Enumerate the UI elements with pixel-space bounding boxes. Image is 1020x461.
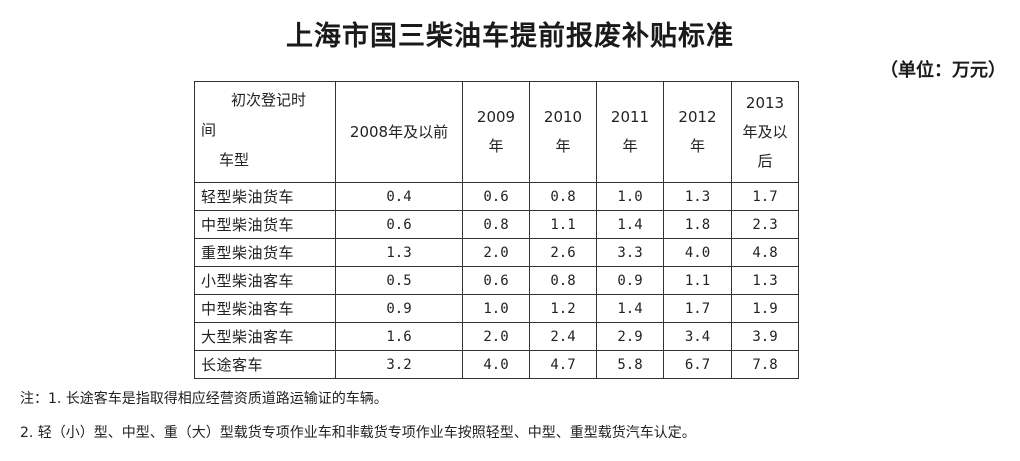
- table-row: 中型柴油货车 0.6 0.8 1.1 1.4 1.8 2.3: [194, 210, 799, 239]
- table-cell: 1.7: [731, 182, 799, 211]
- row-label: 中型柴油货车: [194, 210, 336, 239]
- table-cell: 2.3: [731, 210, 799, 239]
- table-cell: 3.4: [663, 322, 732, 351]
- table-cell: 1.9: [731, 294, 799, 323]
- table-cell: 1.3: [731, 266, 799, 295]
- table-cell: 0.6: [335, 210, 463, 239]
- row-label: 小型柴油客车: [194, 266, 336, 295]
- table-cell: 0.9: [596, 266, 664, 295]
- table-cell: 0.8: [529, 266, 597, 295]
- table-cell: 1.3: [335, 238, 463, 267]
- table-cell: 1.1: [529, 210, 597, 239]
- table-cell: 1.0: [596, 182, 664, 211]
- table-cell: 1.6: [335, 322, 463, 351]
- table-row: 重型柴油货车 1.3 2.0 2.6 3.3 4.0 4.8: [194, 238, 799, 267]
- table-cell: 0.6: [462, 266, 530, 295]
- table-header-row: 初次登记时 间 车型 2008年及以前 2009年 2010年 2011年 20…: [194, 81, 799, 183]
- table-row: 中型柴油客车 0.9 1.0 1.2 1.4 1.7 1.9: [194, 294, 799, 323]
- table-row: 轻型柴油货车 0.4 0.6 0.8 1.0 1.3 1.7: [194, 182, 799, 211]
- table-cell: 2.9: [596, 322, 664, 351]
- table-cell: 1.3: [663, 182, 732, 211]
- corner-line-1: 初次登记时: [231, 91, 307, 109]
- row-label: 大型柴油客车: [194, 322, 336, 351]
- table-cell: 3.3: [596, 238, 664, 267]
- row-label: 中型柴油客车: [194, 294, 336, 323]
- table-cell: 0.8: [529, 182, 597, 211]
- table-cell: 2.4: [529, 322, 597, 351]
- table-cell: 2.0: [462, 238, 530, 267]
- table-cell: 1.4: [596, 294, 664, 323]
- table-row: 长途客车 3.2 4.0 4.7 5.8 6.7 7.8: [194, 350, 799, 379]
- column-header-2013: 2013年及以后: [731, 81, 799, 183]
- table-cell: 1.1: [663, 266, 732, 295]
- table-cell: 0.9: [335, 294, 463, 323]
- row-label: 长途客车: [194, 350, 336, 379]
- unit-label: （单位：万元）: [880, 60, 1006, 81]
- page-title: 上海市国三柴油车提前报废补贴标准: [286, 21, 734, 52]
- column-header-2010: 2010年: [529, 81, 597, 183]
- corner-header-cell: 初次登记时 间 车型: [194, 81, 336, 183]
- table-cell: 2.0: [462, 322, 530, 351]
- notes: 注：1. 长途客车是指取得相应经营资质道路运输证的车辆。 2. 轻（小）型、中型…: [20, 388, 696, 456]
- table-cell: 1.0: [462, 294, 530, 323]
- table-cell: 6.7: [663, 350, 732, 379]
- column-header-2009: 2009年: [462, 81, 530, 183]
- table-cell: 4.0: [663, 238, 732, 267]
- table-cell: 1.8: [663, 210, 732, 239]
- corner-line-2: 间: [201, 121, 217, 139]
- note-2: 2. 轻（小）型、中型、重（大）型载货专项作业车和非载货专项作业车按照轻型、中型…: [20, 425, 696, 441]
- table-cell: 0.8: [462, 210, 530, 239]
- column-header-2011: 2011年: [596, 81, 664, 183]
- table-cell: 3.9: [731, 322, 799, 351]
- row-label: 重型柴油货车: [194, 238, 336, 267]
- table-cell: 7.8: [731, 350, 799, 379]
- table-cell: 0.5: [335, 266, 463, 295]
- corner-line-3: 车型: [219, 151, 250, 169]
- table-row: 小型柴油客车 0.5 0.6 0.8 0.9 1.1 1.3: [194, 266, 799, 295]
- table-cell: 3.2: [335, 350, 463, 379]
- table-cell: 1.7: [663, 294, 732, 323]
- table-cell: 5.8: [596, 350, 664, 379]
- table-cell: 0.4: [335, 182, 463, 211]
- table-cell: 4.0: [462, 350, 530, 379]
- table-cell: 4.8: [731, 238, 799, 267]
- subsidy-table: 初次登记时 间 车型 2008年及以前 2009年 2010年 2011年 20…: [194, 81, 799, 379]
- row-label: 轻型柴油货车: [194, 182, 336, 211]
- table-cell: 4.7: [529, 350, 597, 379]
- table-row: 大型柴油客车 1.6 2.0 2.4 2.9 3.4 3.9: [194, 322, 799, 351]
- table-cell: 2.6: [529, 238, 597, 267]
- table-cell: 1.4: [596, 210, 664, 239]
- column-header-2008: 2008年及以前: [335, 81, 463, 183]
- note-1: 注：1. 长途客车是指取得相应经营资质道路运输证的车辆。: [20, 391, 388, 407]
- table-cell: 1.2: [529, 294, 597, 323]
- column-header-2012: 2012年: [663, 81, 732, 183]
- table-cell: 0.6: [462, 182, 530, 211]
